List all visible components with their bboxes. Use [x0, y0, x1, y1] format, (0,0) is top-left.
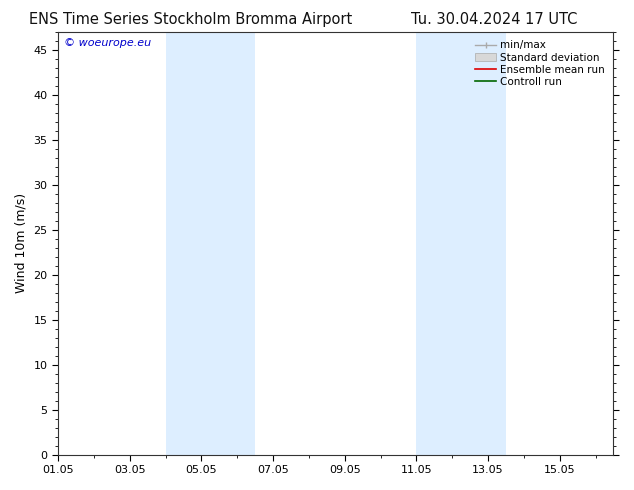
Bar [417, 32, 506, 455]
Text: © woeurope.eu: © woeurope.eu [63, 39, 151, 49]
Text: Tu. 30.04.2024 17 UTC: Tu. 30.04.2024 17 UTC [411, 12, 578, 27]
Bar [165, 32, 255, 455]
Legend: min/max, Standard deviation, Ensemble mean run, Controll run: min/max, Standard deviation, Ensemble me… [472, 37, 608, 90]
Y-axis label: Wind 10m (m/s): Wind 10m (m/s) [15, 193, 28, 294]
Text: ENS Time Series Stockholm Bromma Airport: ENS Time Series Stockholm Bromma Airport [29, 12, 352, 27]
